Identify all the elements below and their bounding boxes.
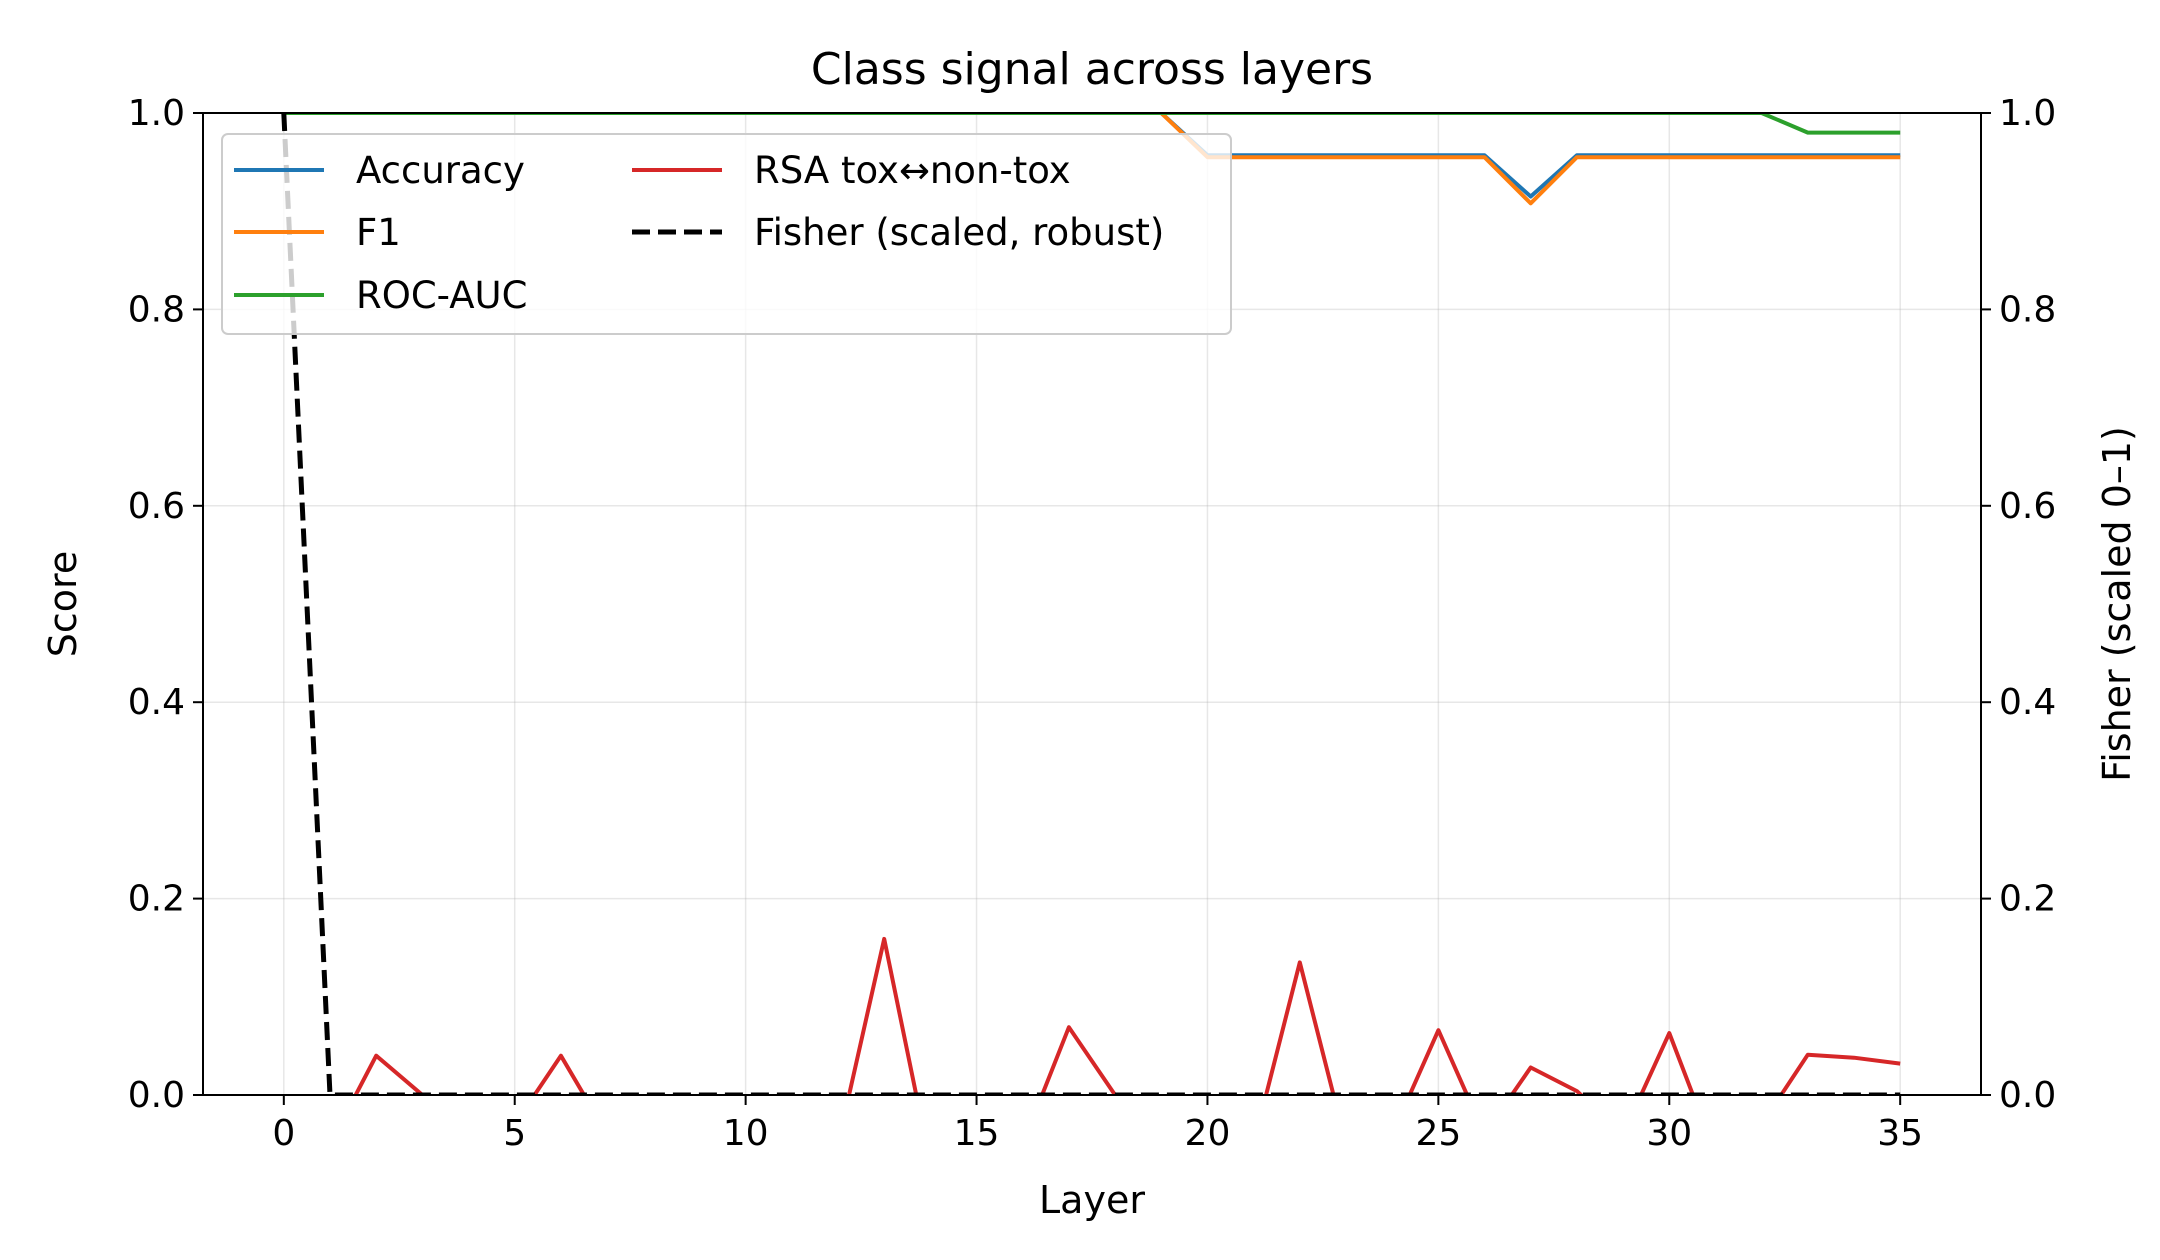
x-tick-label: 0 <box>272 1113 295 1154</box>
y2-tick-label: 0.4 <box>1999 682 2056 723</box>
y-tick-label: 0.2 <box>128 879 185 920</box>
legend-box <box>221 133 1232 335</box>
series-line-f1 <box>283 113 1901 206</box>
x-tick-label: 35 <box>1877 1113 1923 1154</box>
legend-label-accuracy: Accuracy <box>356 149 525 192</box>
x-tick-label: 10 <box>723 1113 769 1154</box>
y2-tick-label: 1.0 <box>1999 93 2056 134</box>
y-tick-label: 0.0 <box>128 1075 185 1116</box>
chart-title: Class signal across layers <box>811 44 1373 95</box>
legend: Accuracy F1 ROC-AUC RSA tox↔non-tox Fisher (… <box>221 133 1232 335</box>
x-tick-label: 30 <box>1646 1113 1692 1154</box>
legend-label-fisher-scaled-robust: Fisher (scaled, robust) <box>754 211 1164 254</box>
y2-tick-label: 0.2 <box>1999 879 2056 920</box>
y-tick-label: 0.8 <box>128 289 185 330</box>
y-tick-label: 0.6 <box>128 486 185 527</box>
legend-label-roc-auc: ROC-AUC <box>356 274 527 317</box>
legend-label-rsa-tox-non-tox: RSA tox↔non-tox <box>754 149 1071 192</box>
x-axis-label: Layer <box>1039 1178 1145 1222</box>
x-tick-label: 25 <box>1415 1113 1461 1154</box>
y-axis-left: 0.0 0.2 0.4 0.6 0.8 1.0 <box>128 93 203 1116</box>
y2-tick-label: 0.6 <box>1999 486 2056 527</box>
x-tick-label: 15 <box>954 1113 1000 1154</box>
series-layer <box>281 113 1901 1095</box>
x-tick-label: 20 <box>1185 1113 1231 1154</box>
y-axis-right: 0.0 0.2 0.4 0.6 0.8 1.0 <box>1981 93 2056 1116</box>
y2-tick-label: 0.0 <box>1999 1075 2056 1116</box>
plot-frame <box>202 112 1982 1096</box>
y-tick-label: 0.4 <box>128 682 185 723</box>
y2-axis-label: Fisher (scaled 0–1) <box>2095 426 2139 782</box>
legend-label-f1: F1 <box>356 211 401 254</box>
y2-tick-label: 0.8 <box>1999 289 2056 330</box>
y-axis-label: Score <box>41 551 85 657</box>
y-tick-label: 1.0 <box>128 93 185 134</box>
x-axis: 0 5 10 15 20 25 30 35 <box>272 1095 1923 1154</box>
series-line-rsa-tox-non-tox <box>353 936 1901 1095</box>
x-tick-label: 5 <box>503 1113 526 1154</box>
